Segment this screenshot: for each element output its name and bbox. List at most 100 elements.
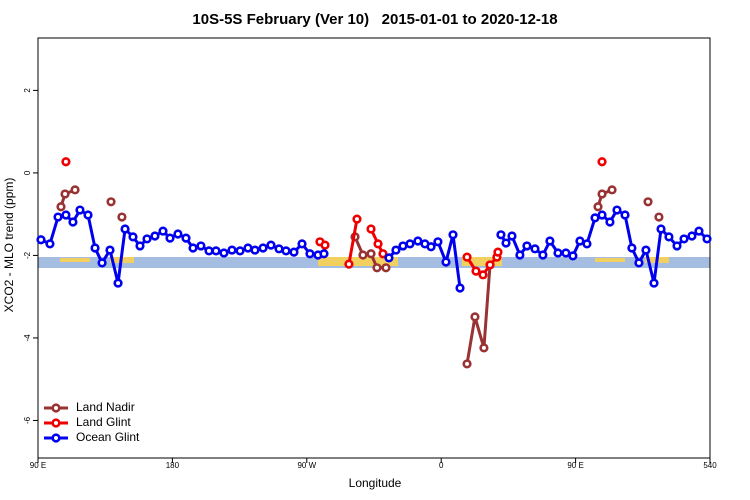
point [694,226,704,236]
point [158,226,168,236]
point [597,189,607,199]
point [90,243,100,253]
point [352,214,362,224]
point [120,224,130,234]
point [366,224,376,234]
point [448,230,458,240]
point [433,237,443,247]
point [679,234,689,244]
point [462,359,472,369]
point [227,245,237,255]
point [36,235,46,245]
point [366,249,376,259]
point [620,210,630,220]
point [173,229,183,239]
point [128,232,138,242]
point [97,258,107,268]
point [398,241,408,251]
point [426,242,436,252]
point [150,231,160,241]
point [204,246,214,256]
point [593,202,603,212]
x-tick-label: 90 E [567,461,583,470]
point [53,212,63,222]
y-tick-label: -6 [23,416,32,424]
y-tick-label: -2 [23,251,32,259]
x-tick-label: 90 E [30,461,46,470]
x-tick-label: 0 [439,461,444,470]
point [485,260,495,270]
point [643,197,653,207]
point [106,197,116,207]
point [656,224,666,234]
point [605,217,615,227]
point [607,185,617,195]
legend-marker [51,403,61,413]
point [471,266,481,276]
y-tick-label: 0 [23,170,32,175]
point [297,239,307,249]
point [105,245,115,255]
point [641,245,651,255]
point [113,278,123,288]
point [350,232,360,242]
x-axis-label: Longitude [349,476,402,490]
chart-title: 10S-5S February (Ver 10) 2015-01-01 to 2… [192,11,557,28]
x-tick-label: 90 W [297,461,316,470]
point [545,236,555,246]
point [384,253,394,263]
point [266,240,276,250]
point [470,312,480,322]
point [687,231,697,241]
point [582,239,592,249]
point [413,236,423,246]
point [45,239,55,249]
point [522,241,532,251]
point [515,250,525,260]
legend-label: Land Nadir [76,400,135,414]
point [538,250,548,260]
x-tick-label: 540 [703,461,717,470]
y-tick-label: 2 [23,88,32,93]
y-axis-label: XCO2 - MLO trend (ppm) [2,178,16,313]
point [250,245,260,255]
point [654,212,664,222]
point [462,252,472,262]
point [68,217,78,227]
point [597,210,607,220]
land-patch [462,257,502,266]
point [664,232,674,242]
point [612,205,622,215]
point [305,249,315,259]
marks [36,157,712,369]
point [61,157,71,167]
point [568,251,578,261]
legend-label: Land Glint [76,415,131,429]
point [479,343,489,353]
point [627,243,637,253]
point [530,244,540,254]
point [135,241,145,251]
point [196,241,206,251]
point [381,263,391,273]
point [219,248,229,258]
point [61,210,71,220]
point [378,249,388,259]
point [165,233,175,243]
point [372,263,382,273]
point [258,243,268,253]
point [70,185,80,195]
point [391,245,401,255]
legend-marker [51,418,61,428]
land-patch [595,258,625,262]
point [496,230,506,240]
point [75,205,85,215]
point [702,234,712,244]
point [83,210,93,220]
point [344,259,354,269]
point [649,278,659,288]
point [455,283,465,293]
point [597,157,607,167]
